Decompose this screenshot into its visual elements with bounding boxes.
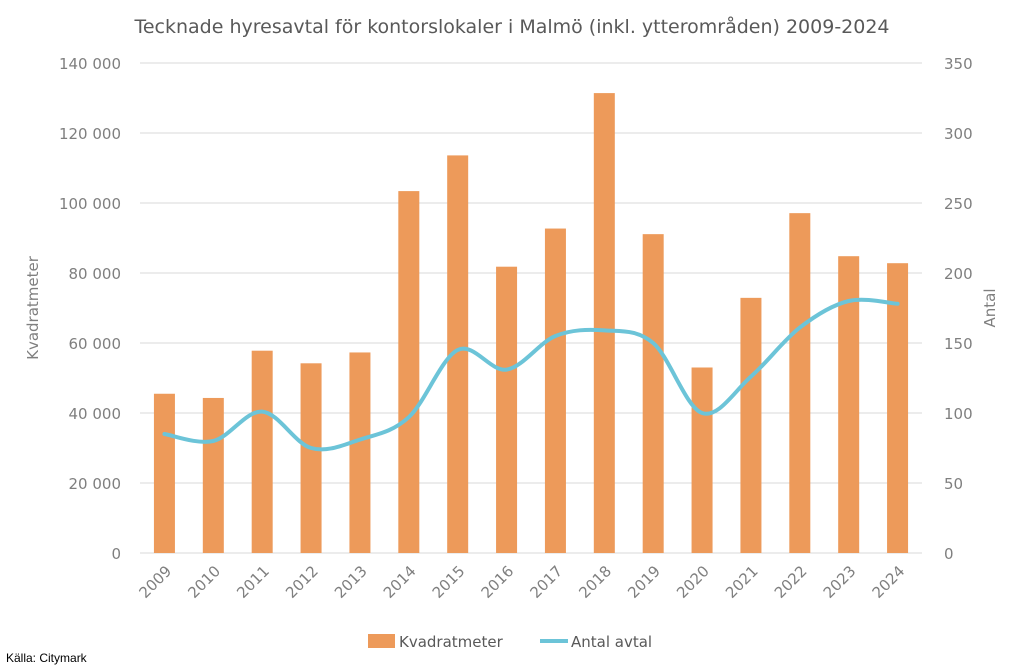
bar [838, 256, 860, 553]
bar [593, 93, 615, 553]
y-tick-label: 120 000 [59, 125, 121, 143]
source-note: Källa: Citymark [6, 651, 87, 665]
y2-tick-label: 0 [944, 545, 954, 563]
bar-series [153, 93, 909, 554]
y2-tick-label: 350 [944, 55, 973, 73]
bar [740, 297, 762, 553]
bar [153, 393, 175, 553]
x-tick-label: 2013 [331, 562, 371, 602]
bar [349, 352, 371, 553]
x-tick-label: 2016 [478, 562, 518, 602]
bar [691, 367, 713, 553]
bar [398, 191, 420, 553]
bar [887, 263, 909, 553]
line-antal-avtal [162, 297, 900, 452]
y2-tick-label: 100 [944, 405, 973, 423]
chart-title: Tecknade hyresavtal för kontorslokaler i… [133, 15, 889, 38]
x-tick-label: 2012 [282, 562, 322, 602]
x-axis-ticks: 2009 2010 2011 2012 2013 2014 2015 2016 2017 2018… [136, 562, 909, 602]
y-axis-title: Kvadratmeter [24, 255, 42, 360]
x-tick-label: 2020 [673, 562, 713, 602]
bar [202, 397, 224, 553]
x-tick-label: 2021 [722, 562, 762, 602]
x-tick-label: 2010 [184, 562, 224, 602]
bar [642, 234, 664, 553]
y2-tick-label: 250 [944, 195, 973, 213]
y-tick-label: 60 000 [69, 335, 122, 353]
bar [789, 213, 811, 553]
y2-tick-label: 300 [944, 125, 973, 143]
y2-tick-label: 50 [944, 475, 963, 493]
y-tick-label: 100 000 [59, 195, 121, 213]
x-tick-label: 2022 [771, 562, 811, 602]
y-tick-label: 80 000 [69, 265, 122, 283]
bar [251, 350, 273, 553]
bar [300, 363, 322, 553]
y-tick-label: 20 000 [69, 475, 122, 493]
x-tick-label: 2011 [233, 562, 273, 602]
right-axis-ticks: 0 50 100 150 200 250 300 350 [944, 55, 973, 563]
x-tick-label: 2018 [575, 562, 615, 602]
bar [447, 155, 469, 553]
y-tick-label: 140 000 [59, 55, 121, 73]
legend-bar-swatch [368, 634, 395, 648]
y-tick-label: 40 000 [69, 405, 122, 423]
bar [544, 228, 566, 554]
legend-line-label: Antal avtal [571, 633, 652, 651]
x-tick-label: 2019 [624, 562, 664, 602]
left-axis-ticks: 0 20 000 40 000 60 000 80 000 100 000 120 000 1… [59, 55, 121, 563]
x-tick-label: 2023 [820, 562, 860, 602]
x-tick-label: 2014 [380, 562, 420, 602]
bar [496, 266, 518, 553]
y-tick-label: 0 [111, 545, 121, 563]
x-tick-label: 2024 [869, 562, 909, 602]
x-tick-label: 2009 [136, 562, 176, 602]
y2-axis-title: Antal [981, 288, 999, 327]
x-tick-label: 2017 [527, 562, 567, 602]
line-series [162, 297, 900, 452]
legend: Kvadratmeter Antal avtal [368, 633, 652, 651]
y2-tick-label: 200 [944, 265, 973, 283]
legend-bar-label: Kvadratmeter [399, 633, 504, 651]
y2-tick-label: 150 [944, 335, 973, 353]
x-tick-label: 2015 [429, 562, 469, 602]
